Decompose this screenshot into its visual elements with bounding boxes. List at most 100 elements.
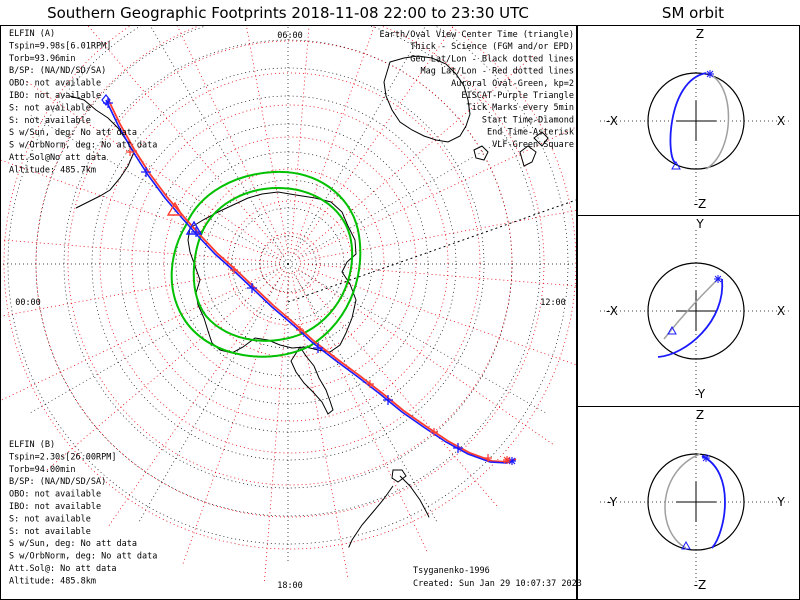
legend-item-4: Auroral Oval-Green, kp=2 [451, 79, 574, 89]
elfin-a-info: ELFIN (A) Tspin=9.98s[6.01RPM] Torb=93.96m… [9, 29, 157, 175]
auroral-oval-outer [170, 170, 362, 358]
mag-lat-circle-1 [227, 200, 353, 326]
elfin-a-line-9: Att.Sol@No att data [9, 153, 106, 163]
elfin-a-track [105, 99, 515, 464]
orbit-front-side [669, 72, 707, 164]
antarctica-coast [187, 191, 357, 354]
elfin-a-name: ELFIN (A) [9, 29, 55, 39]
elfin-a-line-10: Altitude: 485.7km [9, 165, 96, 175]
elfin-b-view-center-triangle [166, 201, 184, 216]
orbit-end-asterisk [706, 70, 714, 78]
sm-label-top: Z [696, 27, 704, 41]
sm-label-top: Y [695, 217, 704, 231]
mag-lat-circle-2 [195, 168, 385, 358]
legend-item-3: Mag Lat/Lon - Red dotted lines [420, 67, 574, 77]
elfin-b-line-8: S w/OrbNorm, deg: No att data [9, 552, 157, 562]
figure-title: Southern Geographic Footprints 2018-11-0… [47, 4, 529, 22]
elfin-b-name: ELFIN (B) [9, 440, 55, 450]
mag-meridian-16 [176, 26, 287, 255]
legend: Earth/Oval View Center Time (triangle) Th… [380, 30, 574, 150]
orbit-front-side [657, 278, 724, 358]
elfin-b-tick [484, 454, 492, 462]
elfin-a-line-3: OBO: not available [9, 79, 101, 89]
sm-label-right: X [777, 304, 785, 318]
mag-meridian-1 [299, 265, 576, 366]
elfin-b-line-10: Altitude: 485.8km [9, 576, 96, 586]
mag-lat-circle-7 [35, 26, 545, 518]
sm-panel-2: Z -Z -Y Y [600, 408, 790, 592]
antarctic-peninsula [290, 346, 334, 415]
tierra-del-fuego [391, 469, 407, 483]
legend-item-1: Thick - Science (FGM and/or EPD) [410, 42, 574, 52]
orbit-front-side [701, 455, 726, 549]
elfin-b-line-0: Tspin=2.30s[26.00RPM] [9, 452, 116, 462]
earth-circle [647, 72, 745, 170]
mag-lat-circle-4 [131, 104, 449, 422]
legend-item-6: Tick Marks every 5min [467, 103, 574, 113]
elfin-b-line-4: IBO: not available [9, 502, 101, 512]
legend-item-8: End Time-Asterisk [487, 128, 574, 138]
coastlines [69, 55, 549, 554]
legend-item-2: Geo Lat/Lon - Black dotted lines [410, 54, 574, 64]
legend-item-9: VLF-Green Square [492, 140, 574, 150]
australia-coast [383, 55, 471, 143]
sm-label-bottom: -Y [695, 387, 706, 401]
elfin-a-tick [383, 395, 393, 405]
elfin-a-line-0: Tspin=9.98s[6.01RPM] [9, 41, 111, 51]
elfin-b-track [107, 98, 517, 463]
orbit-back-side [705, 72, 730, 170]
africa-coast [69, 95, 135, 209]
geo-meridian-8 [150, 26, 289, 265]
elfin-b-info: ELFIN (B) Tspin=2.30s[26.00RPM] Torb=94.00… [9, 440, 157, 586]
tasmania [473, 145, 489, 161]
clock-label-top: 06:00 [277, 31, 303, 41]
clock-label-left: 00:00 [15, 298, 41, 308]
mag-meridian-11 [1, 264, 281, 317]
view-center-line [287, 199, 576, 303]
elfin-b-line-5: S: not available [9, 514, 91, 524]
orbit-end-asterisk [702, 454, 710, 462]
elfin-b-tick [296, 326, 304, 334]
elfin-b-end-asterisk [503, 456, 511, 464]
elfin-b-tick [430, 428, 438, 436]
mag-meridian-9 [46, 269, 283, 471]
elfin-a-line-8: S w/OrbNorm, deg: No att data [9, 141, 157, 151]
elfin-a-line-5: S: not available [9, 103, 91, 113]
mag-meridian-2 [298, 268, 554, 445]
sm-label-right: X [777, 114, 785, 128]
mag-lat-circle-5 [99, 72, 481, 454]
mag-meridian-4 [293, 271, 428, 553]
elfin-a-tick [141, 167, 151, 177]
elfin-a-tick [247, 283, 257, 293]
mag-meridian-23 [299, 210, 576, 262]
auroral-oval-inner [192, 186, 354, 342]
elfin-b-tick [366, 380, 374, 388]
mag-lat-circle-6 [67, 40, 513, 486]
mag-meridian-7 [182, 272, 288, 565]
earth-circle [647, 262, 745, 360]
legend-item-5: EISCAT-Purple Triangle [461, 91, 574, 101]
elfin-b-line-6: S: not available [9, 527, 91, 537]
elfin-a-start-diamond [101, 94, 111, 106]
elfin-a-line-4: IBO: not available [9, 91, 101, 101]
elfin-a-line-1: Torb=93.96min [9, 54, 76, 64]
elfin-b-tick [230, 266, 238, 274]
elfin-b-line-7: S w/Sun, deg: No att data [9, 539, 137, 549]
mag-meridian-12 [1, 239, 281, 263]
sm-panel-0: Z -Z -X X [600, 27, 790, 211]
elfin-b-line-3: OBO: not available [9, 490, 101, 500]
orbit-triangle-marker [667, 325, 677, 335]
elfin-b-line-2: B/SP: (NA/ND/SD/SA) [9, 477, 106, 487]
legend-item-0: Earth/Oval View Center Time (triangle) [380, 30, 574, 40]
elfin-a-tick [313, 343, 323, 353]
sm-label-bottom: -Z [694, 197, 707, 211]
orbit-back-side [664, 453, 701, 549]
sm-orbit-title: SM orbit [662, 4, 724, 22]
legend-item-7: Start Time-Diamond [482, 115, 574, 125]
orbit-triangle-marker [681, 540, 691, 550]
geo-meridian-2 [287, 263, 439, 524]
elfin-a-line-2: B/SP: (NA/ND/SD/SA) [9, 66, 106, 76]
mag-meridian-3 [296, 270, 498, 507]
orbit-back-side [663, 276, 721, 340]
sm-label-right: Y [776, 495, 785, 509]
